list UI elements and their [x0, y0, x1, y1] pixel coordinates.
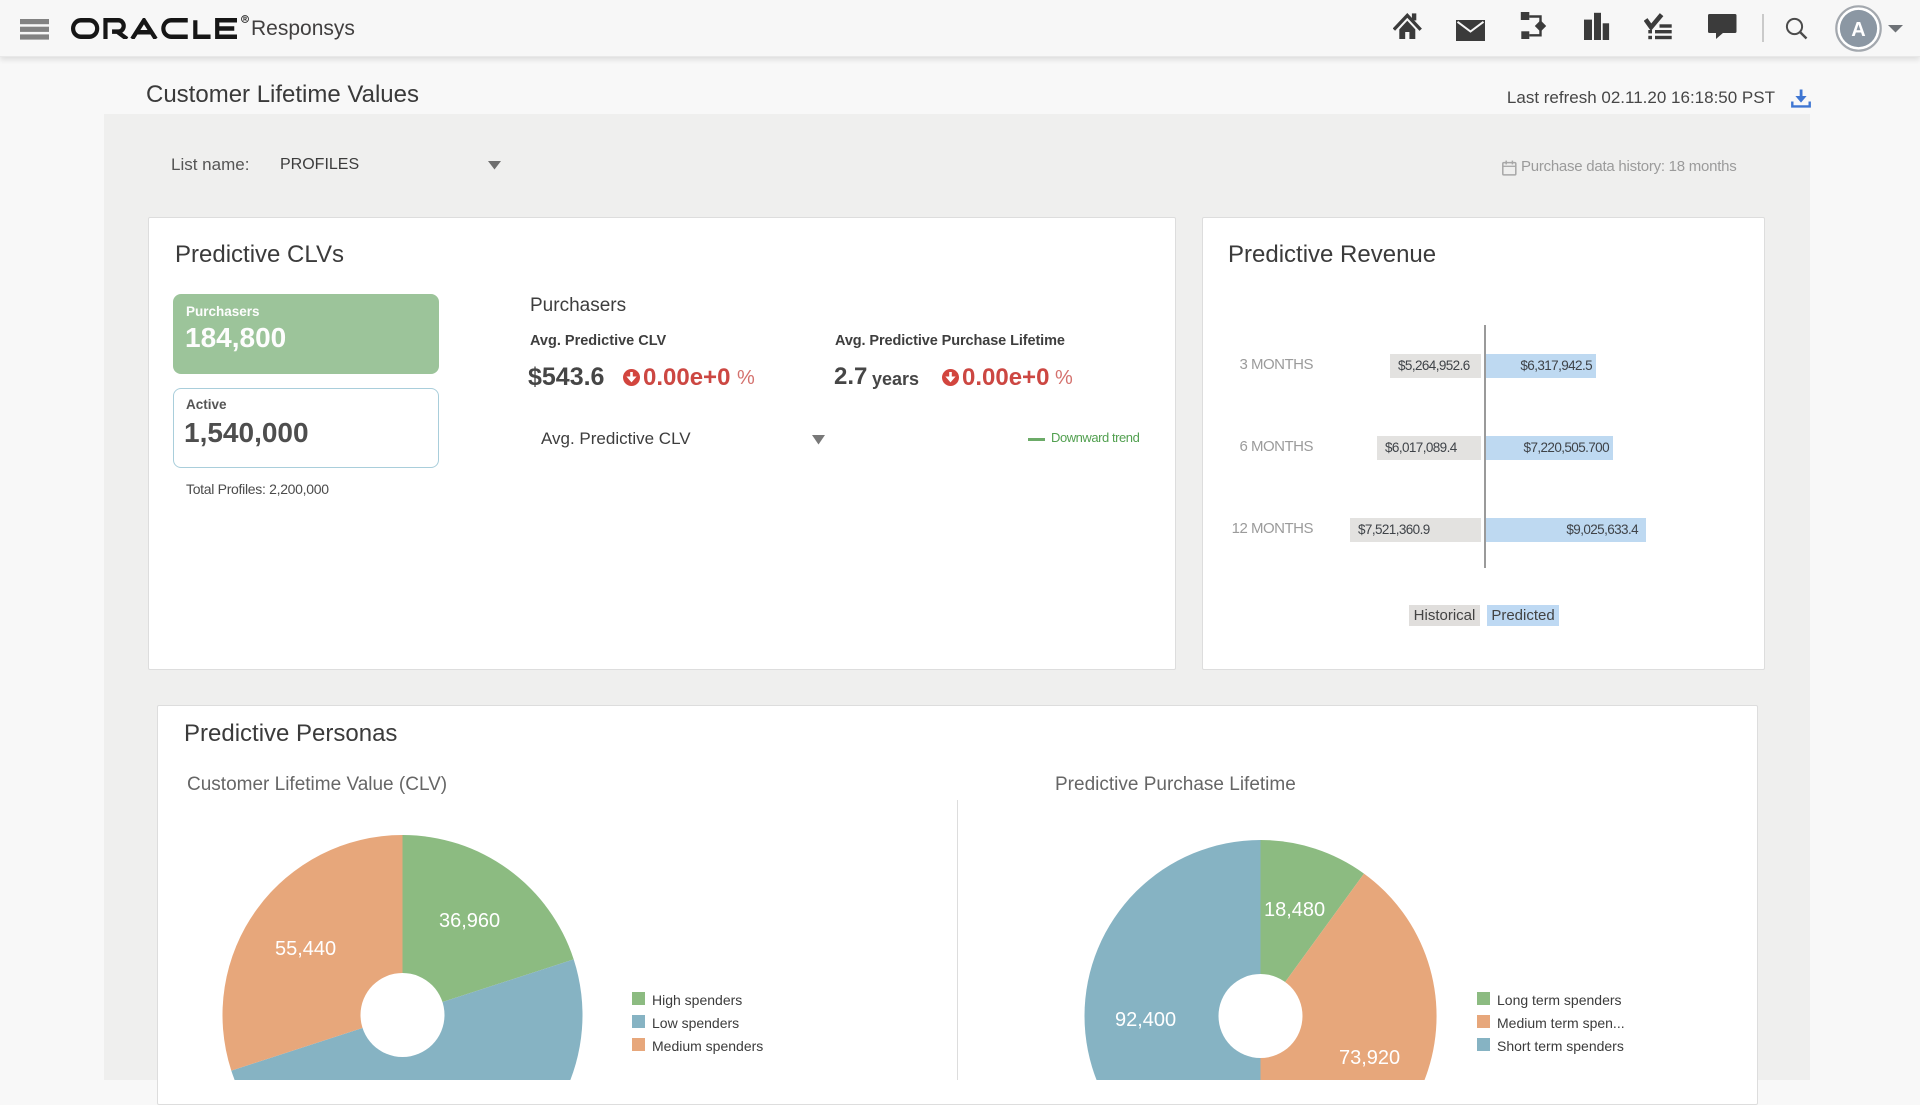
svg-text:A: A: [1851, 19, 1865, 41]
